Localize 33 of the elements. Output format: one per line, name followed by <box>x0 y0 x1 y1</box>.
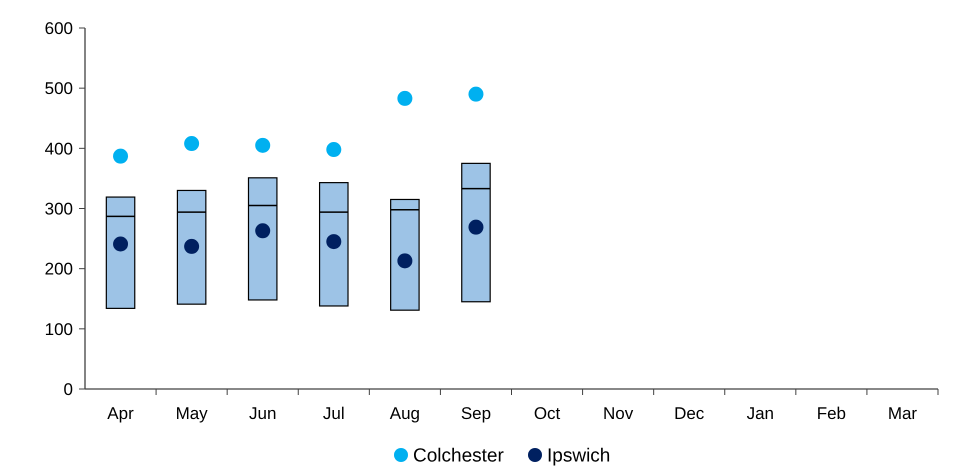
y-tick-label: 200 <box>44 260 73 279</box>
point <box>184 238 200 254</box>
point <box>255 138 270 153</box>
x-tick-label: Aug <box>390 404 420 423</box>
point <box>113 148 128 164</box>
x-tick-label: Mar <box>888 404 918 423</box>
x-tick-label: Sep <box>460 404 492 423</box>
point <box>468 86 484 102</box>
x-tick-label: Jul <box>322 404 345 423</box>
y-tick-label: 500 <box>44 79 73 98</box>
point <box>184 136 200 152</box>
x-tick-label: Feb <box>816 404 846 423</box>
legend-label: Colchester <box>413 446 504 467</box>
point <box>397 90 412 106</box>
x-tick-label: Jan <box>746 404 774 423</box>
x-tick-label: Jun <box>248 404 276 423</box>
point <box>397 253 412 268</box>
legend-label: Ipswich <box>547 446 610 467</box>
point <box>468 220 484 235</box>
x-tick-label: May <box>176 404 208 423</box>
y-tick-label: 400 <box>44 139 73 158</box>
x-tick-label: Nov <box>603 404 634 423</box>
point <box>255 223 270 238</box>
y-tick-label: 0 <box>64 380 73 399</box>
x-tick-label: Oct <box>534 404 561 423</box>
y-tick-label: 300 <box>44 199 73 218</box>
point <box>326 142 342 158</box>
point <box>326 234 342 250</box>
point <box>113 236 128 252</box>
y-tick-label: 600 <box>44 18 73 38</box>
y-tick-label: 100 <box>44 320 73 339</box>
x-tick-label: Dec <box>674 404 705 423</box>
x-tick-label: Apr <box>107 404 134 423</box>
